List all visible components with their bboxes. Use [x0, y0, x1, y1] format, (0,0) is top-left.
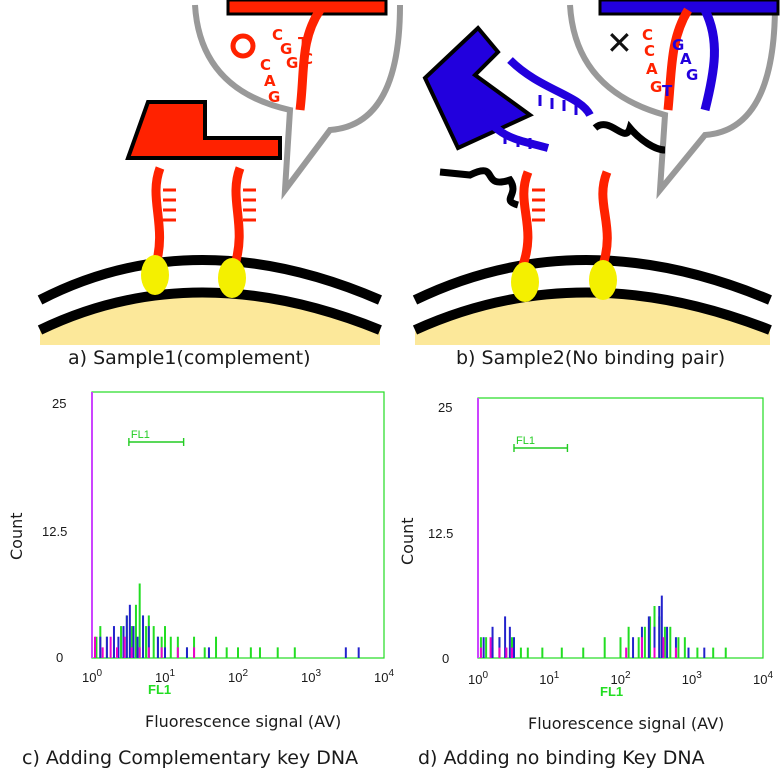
y-tick-label: 25 — [52, 396, 66, 411]
bead-right-b — [589, 260, 617, 300]
x-tick-label: 101 — [539, 670, 559, 687]
membrane-outer-b — [412, 255, 772, 305]
x-tick-label: 103 — [301, 668, 321, 685]
membrane-outer-a — [37, 255, 382, 305]
cell-body-b — [415, 292, 770, 345]
x-axis-label-d: Fluorescence signal (AV) — [528, 714, 724, 733]
histogram-c: 25 12.5 0 100 101 102 103 104 FL1 FL1 Count … — [7, 391, 394, 731]
y-axis-label-d: Count — [398, 517, 417, 565]
y-tick-label: 25 — [438, 400, 452, 415]
histogram-bars-c — [94, 583, 360, 658]
strand-left-a — [150, 166, 165, 270]
y-tick-label: 12.5 — [428, 526, 453, 541]
key-block-b — [422, 25, 534, 151]
caption-d: d) Adding no binding Key DNA — [418, 747, 705, 769]
base-label: G — [280, 40, 292, 58]
x-axis-label-c: Fluorescence signal (AV) — [145, 712, 341, 731]
strand-bubble-b-red — [663, 7, 692, 111]
base-label: C — [302, 50, 313, 68]
base-label: T — [662, 82, 673, 100]
base-label: C — [644, 42, 655, 60]
bead-right-a — [218, 258, 246, 298]
membrane-inner-b — [412, 287, 772, 335]
x-tick-label: 102 — [228, 668, 248, 685]
strand-bubble-a — [295, 7, 324, 111]
strand-left-b — [517, 170, 533, 270]
key-block-top-a — [226, 0, 388, 16]
cell-body-a — [40, 292, 380, 345]
membrane-inner-a — [37, 287, 382, 335]
base-label: C — [642, 26, 653, 44]
squiggle-right-b — [592, 120, 666, 154]
bubble-a-bases: C G G C A G T C — [260, 26, 313, 106]
strand-blue-b-2 — [476, 107, 550, 152]
strand-right-b — [597, 170, 612, 270]
x-axis-name-d: FL1 — [600, 684, 623, 699]
base-label: T — [298, 34, 309, 52]
gate-c: FL1 — [128, 429, 185, 446]
panel-a-illustration: C G G C A G T C — [37, 0, 403, 345]
strand-bubble-b-blue — [700, 7, 719, 112]
speech-bubble-b — [567, 4, 778, 200]
complement-mark-o — [230, 33, 256, 59]
base-label: G — [286, 54, 298, 72]
gate-d: FL1 — [513, 435, 569, 452]
caption-c: c) Adding Complementary key DNA — [22, 747, 358, 769]
strand-right-a — [229, 166, 245, 270]
x-tick-label: 104 — [374, 668, 394, 685]
strand-teeth-red-b — [532, 188, 545, 222]
x-tick-label: 103 — [682, 670, 702, 687]
caption-b: b) Sample2(No binding pair) — [456, 347, 725, 369]
caption-a: a) Sample1(complement) — [68, 347, 311, 369]
key-block-a — [125, 100, 282, 160]
base-label: G — [686, 66, 698, 84]
histogram-d: 25 12.5 0 100 101 102 103 104 FL1 FL1 Count … — [398, 397, 773, 733]
y-tick-label: 0 — [56, 650, 63, 665]
base-label: A — [680, 50, 692, 68]
base-label: G — [672, 36, 684, 54]
x-tick-label: 100 — [468, 670, 488, 687]
y-axis-label-c: Count — [7, 512, 26, 560]
y-ticks-d: 25 12.5 0 — [428, 400, 453, 666]
bead-left-b — [511, 262, 539, 302]
base-label: C — [260, 56, 271, 74]
squiggle-left-b — [439, 167, 520, 209]
x-ticks-d: 100 101 102 103 104 — [468, 670, 773, 687]
strand-teeth-blue-b — [503, 95, 578, 149]
histogram-bars-d — [479, 595, 727, 658]
base-label: C — [272, 26, 283, 44]
mismatch-mark-x: ✕ — [606, 24, 633, 62]
base-label: G — [650, 78, 662, 96]
base-label: A — [646, 60, 658, 78]
panel-b-illustration: ✕ C G A C A G T G — [412, 0, 780, 345]
x-axis-name-c: FL1 — [148, 682, 171, 697]
x-ticks-c: 100 101 102 103 104 — [82, 668, 394, 685]
y-tick-label: 12.5 — [42, 524, 67, 539]
base-label: A — [264, 72, 276, 90]
x-tick-label: 101 — [155, 668, 175, 685]
base-label: G — [268, 88, 280, 106]
gate-label: FL1 — [516, 435, 535, 447]
speech-bubble-a — [192, 4, 403, 200]
y-tick-label: 0 — [442, 651, 449, 666]
x-tick-label: 104 — [753, 670, 773, 687]
strand-blue-b-1 — [507, 57, 594, 118]
y-ticks-c: 25 12.5 0 — [42, 396, 67, 665]
gate-label: FL1 — [131, 429, 150, 441]
x-tick-label: 102 — [611, 670, 631, 687]
bubble-b-bases: C G A C A G T G — [642, 26, 698, 100]
strand-teeth-a — [163, 188, 256, 222]
x-tick-label: 100 — [82, 668, 102, 685]
bead-left-a — [141, 255, 169, 295]
